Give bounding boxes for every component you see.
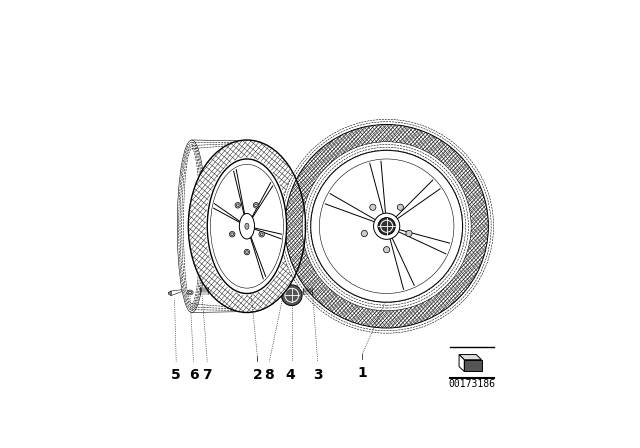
Ellipse shape bbox=[239, 214, 255, 239]
Circle shape bbox=[361, 230, 367, 237]
Ellipse shape bbox=[245, 223, 249, 229]
Circle shape bbox=[259, 232, 264, 237]
Text: 7: 7 bbox=[202, 368, 212, 382]
Polygon shape bbox=[459, 354, 481, 360]
Polygon shape bbox=[464, 360, 481, 371]
Ellipse shape bbox=[207, 159, 287, 293]
Text: 8: 8 bbox=[264, 368, 274, 382]
Text: 2: 2 bbox=[252, 368, 262, 382]
Text: 5: 5 bbox=[172, 368, 181, 382]
Circle shape bbox=[370, 204, 376, 211]
Text: 3: 3 bbox=[313, 368, 323, 382]
Polygon shape bbox=[312, 289, 315, 293]
Circle shape bbox=[397, 204, 404, 211]
Circle shape bbox=[235, 202, 241, 208]
Circle shape bbox=[374, 213, 400, 239]
Text: 1: 1 bbox=[358, 366, 367, 380]
Polygon shape bbox=[208, 287, 211, 293]
Polygon shape bbox=[168, 291, 171, 296]
Polygon shape bbox=[171, 290, 181, 296]
Polygon shape bbox=[282, 288, 287, 293]
Circle shape bbox=[244, 250, 250, 255]
Text: 00173186: 00173186 bbox=[449, 379, 495, 389]
Circle shape bbox=[280, 119, 493, 333]
Circle shape bbox=[311, 151, 463, 302]
Circle shape bbox=[229, 232, 235, 237]
Circle shape bbox=[282, 285, 302, 306]
Circle shape bbox=[383, 246, 390, 253]
Ellipse shape bbox=[187, 290, 193, 295]
Text: 6: 6 bbox=[189, 368, 198, 382]
Circle shape bbox=[378, 218, 396, 235]
Polygon shape bbox=[459, 354, 464, 371]
Circle shape bbox=[406, 230, 412, 237]
Text: 4: 4 bbox=[285, 368, 295, 382]
Circle shape bbox=[253, 202, 259, 208]
Ellipse shape bbox=[188, 140, 305, 313]
